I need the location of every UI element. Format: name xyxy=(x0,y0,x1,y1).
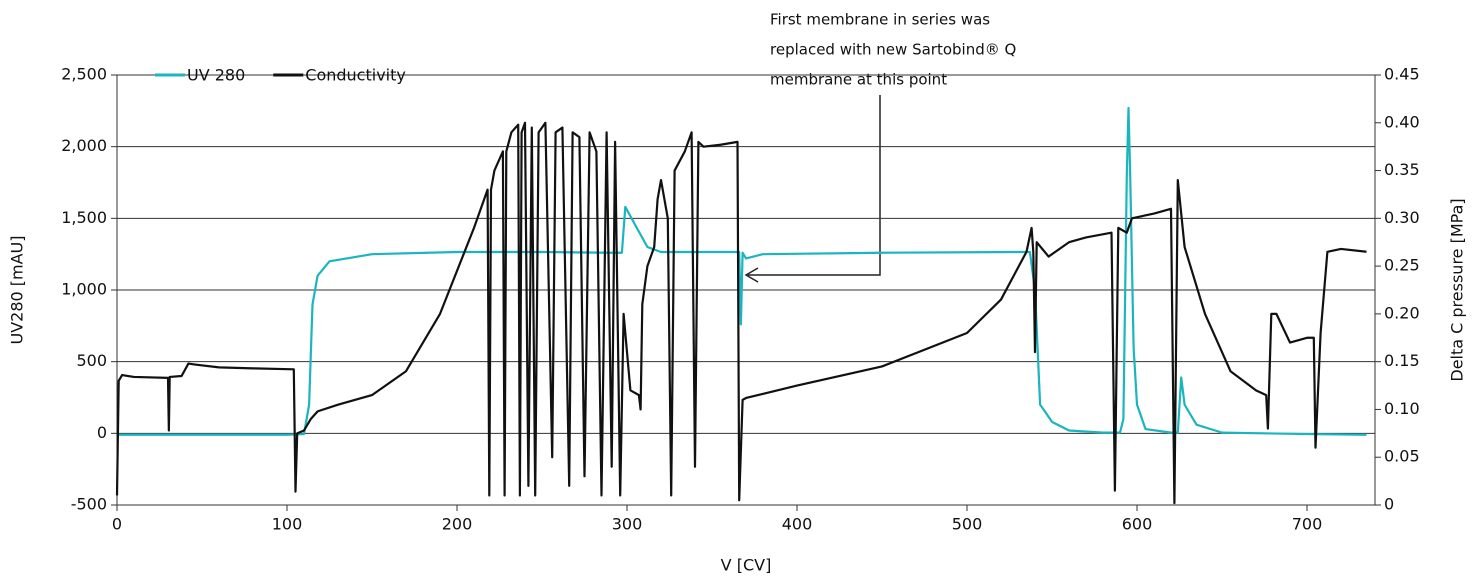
data-line xyxy=(115,121,1367,505)
y2-tick-label: 0.25 xyxy=(1384,256,1420,275)
annotation: First membrane in series was xyxy=(770,11,990,29)
y-tick-label: -500 xyxy=(71,495,107,514)
y2-tick-label: 0.20 xyxy=(1384,303,1420,322)
annotation-arrow xyxy=(744,95,881,283)
y-tick-label: 0 xyxy=(97,423,107,442)
y2-tick-label: 0.30 xyxy=(1384,208,1420,227)
y2-tick-label: 0.40 xyxy=(1384,112,1420,131)
y-tick-label: 500 xyxy=(76,351,107,370)
y-tick-label: 2,500 xyxy=(61,65,107,84)
y-axis-label: UV280 [mAU] xyxy=(8,235,27,344)
x-tick-label: 200 xyxy=(442,515,473,534)
x-tick-label: 100 xyxy=(272,515,303,534)
x-tick-label: 400 xyxy=(782,515,813,534)
annotation: membrane at this point xyxy=(770,71,947,89)
x-tick-label: 300 xyxy=(612,515,643,534)
y2-tick-label: 0.45 xyxy=(1384,65,1420,84)
y-tick-label: 2,000 xyxy=(61,136,107,155)
x-tick-label: 600 xyxy=(1122,515,1153,534)
x-tick-label: 500 xyxy=(952,515,983,534)
y-tick-label: 1,000 xyxy=(61,280,107,299)
legend-label: UV 280 xyxy=(187,66,245,85)
y2-tick-label: 0.15 xyxy=(1384,351,1420,370)
y2-tick-label: 0.05 xyxy=(1384,447,1420,466)
data-line xyxy=(117,106,1367,436)
annotation: replaced with new Sartobind® Q xyxy=(770,41,1016,59)
y2-axis-label: Delta C pressure [MPa] xyxy=(1448,198,1467,381)
y2-tick-label: 0.10 xyxy=(1384,399,1420,418)
y2-tick-label: 0.35 xyxy=(1384,160,1420,179)
y-tick-label: 1,500 xyxy=(61,208,107,227)
x-axis-label: V [CV] xyxy=(721,556,772,575)
legend-label: Conductivity xyxy=(305,66,406,85)
x-tick-label: 700 xyxy=(1292,515,1323,534)
y2-tick-label: 0 xyxy=(1384,495,1394,514)
x-tick-label: 0 xyxy=(112,515,122,534)
